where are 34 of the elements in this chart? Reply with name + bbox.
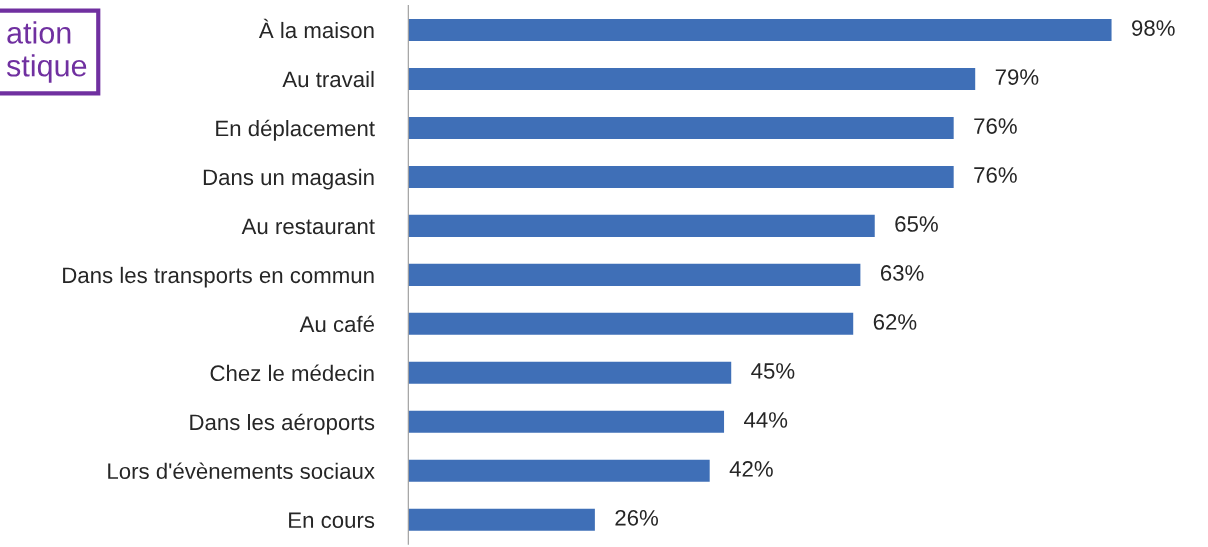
data-label: 45% [751, 363, 795, 379]
y-tick-label: Dans un magasin [203, 168, 374, 190]
y-tick-label: Au café [299, 315, 374, 333]
bar [408, 459, 710, 482]
data-label: 65% [895, 216, 938, 232]
data-label: 98% [1132, 20, 1175, 36]
y-tick-label: Dans les transports en commun [63, 266, 374, 288]
bar [408, 116, 954, 139]
data-label: 79% [995, 69, 1039, 85]
bar [408, 508, 595, 531]
y-tick-label: Dans les aéroports [190, 413, 375, 435]
bar [408, 67, 976, 90]
bar [408, 263, 861, 286]
y-tick-label: En déplacement [216, 119, 375, 141]
text: ation stique [6, 21, 87, 83]
data-label: 42% [729, 461, 773, 477]
data-label: 76% [974, 167, 1017, 183]
data-label: 44% [744, 412, 788, 428]
bar [408, 165, 954, 188]
data-label: 63% [880, 265, 924, 281]
bar [408, 214, 875, 237]
y-tick-label: Lors d'évènements sociaux [108, 462, 375, 480]
bar [408, 312, 854, 335]
y-tick-label: Au travail [282, 70, 374, 88]
bar [408, 361, 732, 384]
y-tick-label: Chez le médecin [210, 364, 374, 382]
y-tick-label: À la maison [258, 18, 374, 39]
data-label: 26% [615, 510, 659, 526]
data-label: 62% [873, 314, 917, 330]
bar [408, 410, 725, 433]
data-label: 76% [974, 118, 1017, 134]
bar [408, 18, 1112, 41]
y-tick-label: En cours [289, 512, 375, 529]
y-tick-label: Au restaurant [241, 218, 375, 235]
